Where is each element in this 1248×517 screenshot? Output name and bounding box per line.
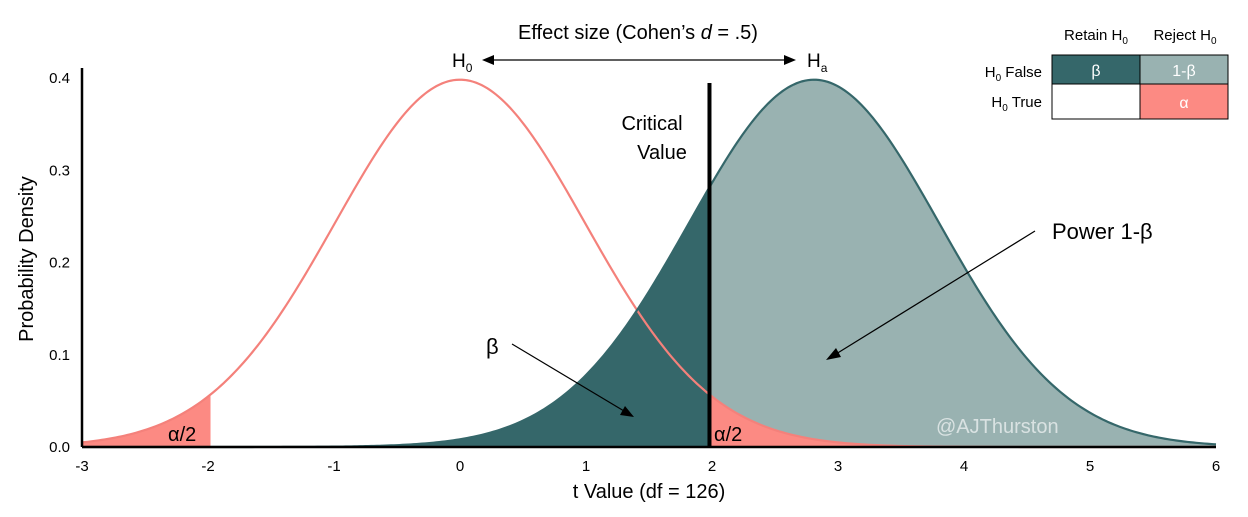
table-cell-power-text: 1-β <box>1172 63 1195 80</box>
y-tick-label: 0.0 <box>49 439 70 456</box>
x-tick-label: 0 <box>456 458 464 475</box>
table-col-header-reject: Reject H0 <box>1153 27 1217 47</box>
alpha-half-left-label: α/2 <box>168 424 196 446</box>
table-row-header-false: H0 False <box>985 64 1042 84</box>
table-col-header-retain: Retain H0 <box>1064 27 1128 47</box>
y-tick-label: 0.2 <box>49 255 70 272</box>
x-tick-label: 5 <box>1086 458 1094 475</box>
alpha-right-area <box>709 394 1216 447</box>
x-tick-label: 4 <box>960 458 968 475</box>
watermark: @AJThurston <box>936 416 1059 438</box>
ha-label: Ha <box>807 51 828 75</box>
critical-value-label-line1: Critical <box>621 113 682 135</box>
table-cell-false-retain <box>1051 54 1141 85</box>
power-label: Power 1-β <box>1052 219 1153 244</box>
x-tick-label: -1 <box>327 458 340 475</box>
y-tick-label: 0.3 <box>49 162 70 179</box>
beta-arrow <box>511 343 634 417</box>
tick-labels: -3 -2 -1 0 1 2 3 4 5 6 0.0 0.1 0.2 0.3 0.4 <box>49 70 1220 475</box>
power-arrow <box>826 230 1036 360</box>
table-cell-true-retain <box>1051 83 1141 120</box>
x-tick-label: 1 <box>582 458 590 475</box>
h0-label: H0 <box>452 51 473 75</box>
y-axis-label: Probability Density <box>16 176 38 342</box>
critical-value-label-line2: Value <box>637 142 687 164</box>
table-cell-beta-text: β <box>1091 63 1100 80</box>
x-tick-label: 6 <box>1212 458 1220 475</box>
table-row-header-true: H0 True <box>991 94 1042 114</box>
axes <box>80 68 1216 449</box>
x-tick-label: 3 <box>834 458 842 475</box>
y-tick-label: 0.1 <box>49 347 70 364</box>
y-tick-label: 0.4 <box>49 70 70 87</box>
x-tick-label: 2 <box>708 458 716 475</box>
beta-area <box>82 187 710 447</box>
table-cell-true-reject <box>1139 83 1229 120</box>
x-tick-label: -2 <box>201 458 214 475</box>
alpha-left-area <box>82 394 211 447</box>
beta-label: β <box>486 334 499 359</box>
table-cell-alpha-text: α <box>1179 95 1188 112</box>
alpha-half-right-label: α/2 <box>714 424 742 446</box>
x-axis-label: t Value (df = 126) <box>573 481 726 503</box>
effect-size-label: Effect size (Cohen’s d = .5) <box>518 22 758 44</box>
x-tick-label: -3 <box>75 458 88 475</box>
effect-size-arrow <box>482 55 796 65</box>
decision-table: Retain H0 Reject H0 H0 False H0 True β 1… <box>985 27 1229 120</box>
